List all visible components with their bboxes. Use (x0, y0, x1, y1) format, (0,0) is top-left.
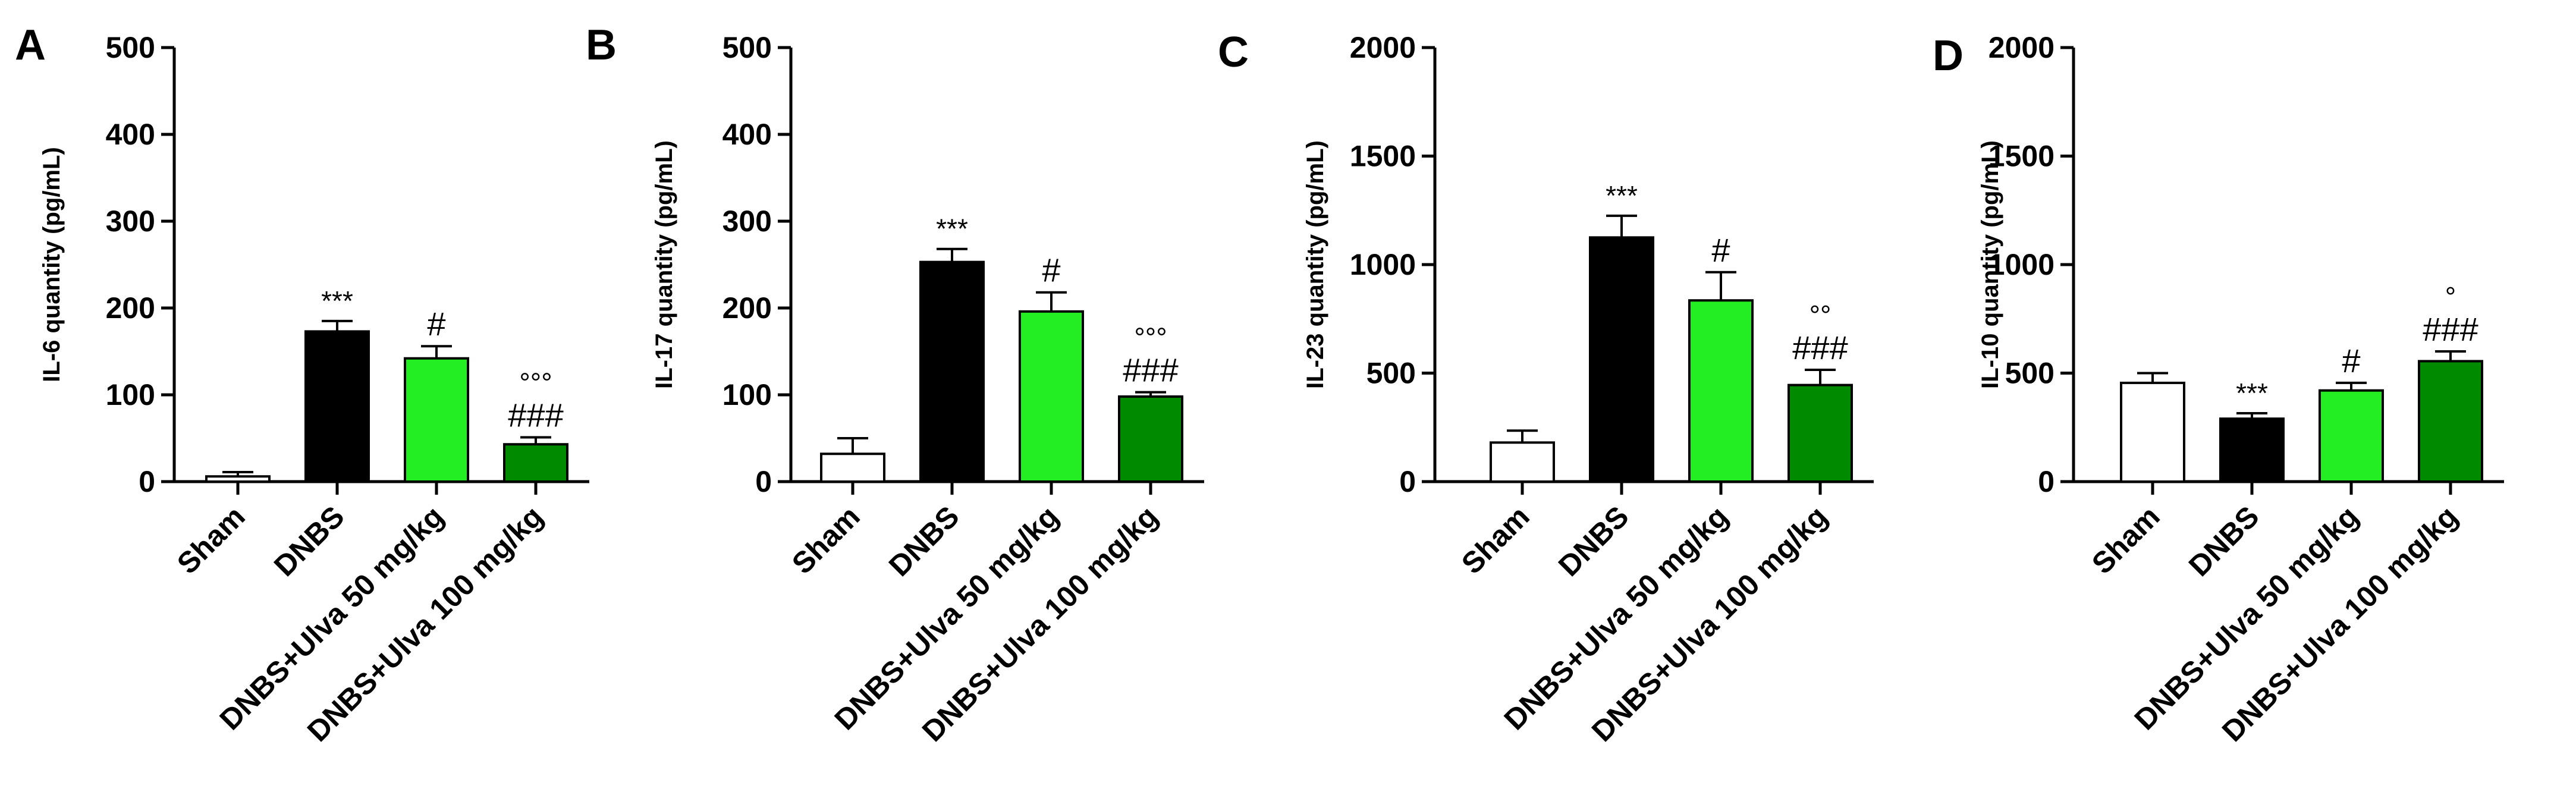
significance-label: *** (321, 285, 353, 316)
y-tick-label: 2000 (1988, 31, 2054, 64)
significance-label: *** (2236, 378, 2268, 408)
significance-label: # (427, 305, 445, 342)
bar-3 (404, 357, 469, 483)
bar-3 (1019, 310, 1084, 483)
bar-4 (503, 443, 568, 483)
significance-label: °°° (519, 367, 552, 398)
bar-3 (1688, 299, 1754, 483)
panel-letter: A (15, 21, 46, 69)
y-tick-label: 1500 (1988, 140, 2054, 173)
significance-label: °° (1810, 300, 1832, 331)
y-tick-label: 0 (1399, 465, 1416, 498)
significance-label: ### (2423, 310, 2478, 348)
chart-panel-c: C IL-23 quantity (pg/mL) 0 500 1000 1500 2000 S… (1218, 29, 1874, 748)
bar-4 (2418, 360, 2483, 483)
significance-label: ### (508, 397, 563, 434)
x-tick-label: Sham (1455, 499, 1536, 580)
significance-label: # (1042, 252, 1060, 289)
bar-4 (1788, 384, 1853, 483)
y-tick-label: 0 (2038, 465, 2054, 498)
bar-1 (1490, 441, 1555, 483)
significance-label: ### (1123, 351, 1178, 389)
bar-1 (820, 452, 885, 483)
bar-3 (2319, 389, 2384, 483)
x-tick-label: Sham (2085, 499, 2166, 580)
y-tick-label: 0 (139, 465, 155, 498)
significance-label: ° (2445, 281, 2456, 312)
y-axis-label: IL-17 quantity (pg/mL) (651, 140, 677, 389)
significance-label: *** (1606, 180, 1638, 211)
x-tick-label: DNBS (1552, 499, 1635, 583)
bar-2 (304, 330, 370, 483)
y-tick-label: 400 (722, 118, 772, 151)
significance-label: *** (936, 213, 968, 244)
y-axis-label: IL-10 quantity (pg/mL) (1977, 140, 2003, 389)
y-tick-label: 1000 (1350, 248, 1416, 281)
y-tick-label: 500 (722, 31, 772, 64)
bar-4 (1118, 395, 1183, 483)
x-tick-label: Sham (786, 499, 866, 580)
panel-letter: B (586, 21, 617, 69)
y-tick-label: 300 (106, 205, 155, 238)
y-tick-label: 200 (106, 291, 155, 325)
chart-panel-b: B IL-17 quantity (pg/mL) 0 100 200 300 400 500 S… (586, 21, 1204, 748)
y-axis-label: IL-6 quantity (pg/mL) (39, 147, 65, 382)
y-axis-label: IL-23 quantity (pg/mL) (1302, 140, 1328, 389)
y-tick-label: 2000 (1350, 31, 1416, 64)
significance-label: ### (1792, 329, 1848, 366)
significance-label: # (2342, 342, 2360, 379)
bar-2 (2219, 417, 2285, 483)
significance-label: °°° (1134, 322, 1167, 353)
chart-panel-a: A IL-6 quantity (pg/mL) 0 100 200 300 400 500 Sh… (15, 21, 589, 748)
x-tick-label: Sham (171, 499, 252, 580)
bar-2 (1589, 236, 1654, 483)
x-tick-label: DNBS (2182, 499, 2266, 583)
y-tick-label: 500 (2005, 357, 2054, 390)
significance-label: # (1711, 231, 1730, 269)
y-tick-label: 1500 (1350, 140, 1416, 173)
bar-1 (2120, 381, 2185, 483)
y-tick-label: 1000 (1988, 248, 2054, 281)
y-tick-label: 500 (1366, 357, 1416, 390)
x-tick-label: DNBS (882, 499, 966, 583)
y-tick-label: 300 (722, 205, 772, 238)
y-tick-label: 0 (755, 465, 772, 498)
y-tick-label: 500 (106, 31, 155, 64)
panel-letter: C (1218, 29, 1249, 76)
y-tick-label: 100 (722, 378, 772, 411)
y-tick-label: 200 (722, 291, 772, 325)
y-tick-label: 400 (106, 118, 155, 151)
y-tick-label: 100 (106, 378, 155, 411)
bar-1 (205, 475, 271, 483)
chart-panel-d: D IL-10 quantity (pg/mL) 0 500 1000 1500 2000 S… (1933, 31, 2504, 748)
panel-letter: D (1933, 32, 1964, 80)
x-tick-label: DNBS (268, 499, 351, 583)
bar-2 (919, 260, 985, 483)
